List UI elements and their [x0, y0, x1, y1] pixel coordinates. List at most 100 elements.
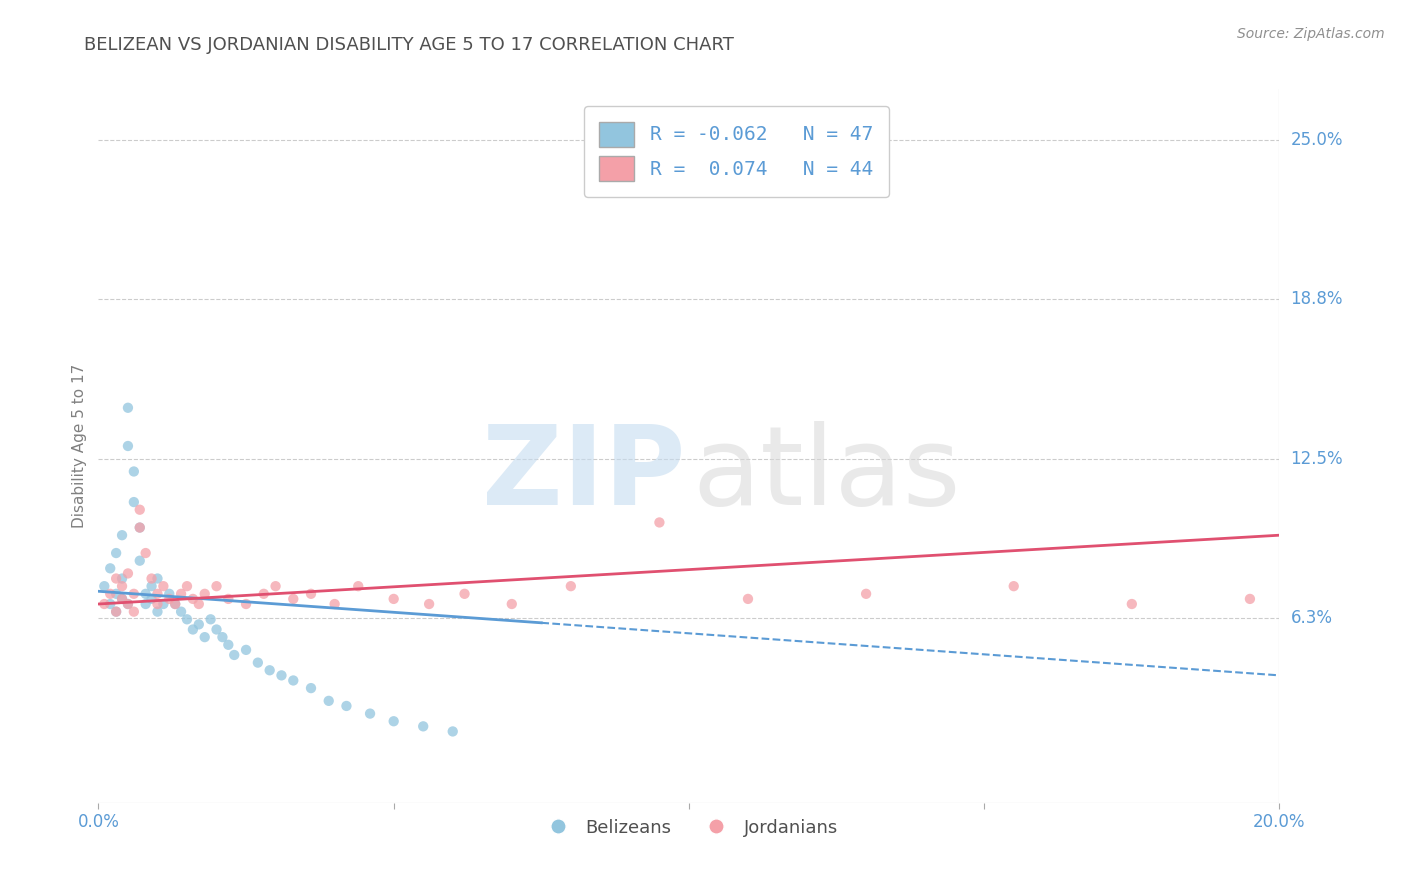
Point [128, 554, 150, 568]
Point [283, 591, 305, 606]
Point [152, 579, 174, 593]
Point [111, 579, 134, 593]
Point [176, 579, 198, 593]
Point [122, 605, 145, 619]
Text: 18.8%: 18.8% [1291, 291, 1343, 309]
Point [323, 597, 346, 611]
Point [1002, 579, 1025, 593]
Point [105, 605, 128, 619]
Point [111, 572, 134, 586]
Point [441, 724, 464, 739]
Point [128, 520, 150, 534]
Text: Source: ZipAtlas.com: Source: ZipAtlas.com [1237, 27, 1385, 41]
Point [141, 579, 163, 593]
Point [111, 528, 134, 542]
Point [122, 587, 145, 601]
Point [146, 605, 169, 619]
Point [1121, 597, 1143, 611]
Point [122, 465, 145, 479]
Point [283, 673, 305, 688]
Point [105, 546, 128, 560]
Point [246, 656, 269, 670]
Point [1239, 591, 1261, 606]
Point [205, 623, 228, 637]
Point [176, 612, 198, 626]
Point [318, 694, 340, 708]
Y-axis label: Disability Age 5 to 17: Disability Age 5 to 17 [72, 364, 87, 528]
Point [93, 579, 115, 593]
Point [117, 439, 139, 453]
Point [187, 597, 209, 611]
Point [128, 502, 150, 516]
Text: 12.5%: 12.5% [1291, 450, 1343, 467]
Point [93, 597, 115, 611]
Point [170, 587, 193, 601]
Point [200, 612, 222, 626]
Point [259, 663, 281, 677]
Text: 6.3%: 6.3% [1291, 609, 1333, 627]
Point [253, 587, 276, 601]
Point [146, 587, 169, 601]
Point [181, 591, 204, 606]
Point [105, 605, 128, 619]
Point [141, 572, 163, 586]
Text: BELIZEAN VS JORDANIAN DISABILITY AGE 5 TO 17 CORRELATION CHART: BELIZEAN VS JORDANIAN DISABILITY AGE 5 T… [84, 36, 734, 54]
Point [412, 719, 434, 733]
Point [181, 623, 204, 637]
Point [235, 597, 257, 611]
Text: ZIP: ZIP [482, 421, 685, 528]
Point [135, 546, 157, 560]
Point [157, 591, 180, 606]
Legend: Belizeans, Jordanians: Belizeans, Jordanians [533, 812, 845, 844]
Point [141, 591, 163, 606]
Point [224, 648, 246, 662]
Point [382, 591, 405, 606]
Point [453, 587, 475, 601]
Point [135, 587, 157, 601]
Point [217, 591, 239, 606]
Point [170, 605, 193, 619]
Point [98, 587, 121, 601]
Point [146, 572, 169, 586]
Point [98, 561, 121, 575]
Point [165, 597, 187, 611]
Point [205, 579, 228, 593]
Point [194, 587, 217, 601]
Point [117, 597, 139, 611]
Point [187, 617, 209, 632]
Point [135, 597, 157, 611]
Point [382, 714, 405, 729]
Point [560, 579, 582, 593]
Point [128, 520, 150, 534]
Point [270, 668, 292, 682]
Point [122, 495, 145, 509]
Text: atlas: atlas [693, 421, 960, 528]
Point [648, 516, 671, 530]
Point [117, 566, 139, 581]
Point [165, 597, 187, 611]
Point [117, 401, 139, 415]
Point [217, 638, 239, 652]
Point [299, 681, 322, 695]
Point [152, 597, 174, 611]
Point [98, 597, 121, 611]
Point [359, 706, 381, 721]
Point [335, 698, 357, 713]
Point [418, 597, 440, 611]
Text: 25.0%: 25.0% [1291, 131, 1343, 149]
Point [211, 630, 233, 644]
Point [146, 597, 169, 611]
Point [111, 591, 134, 606]
Point [111, 591, 134, 606]
Point [194, 630, 217, 644]
Point [855, 587, 877, 601]
Point [264, 579, 287, 593]
Point [157, 587, 180, 601]
Point [501, 597, 523, 611]
Point [105, 587, 128, 601]
Point [347, 579, 370, 593]
Point [235, 643, 257, 657]
Point [105, 572, 128, 586]
Point [737, 591, 759, 606]
Point [117, 597, 139, 611]
